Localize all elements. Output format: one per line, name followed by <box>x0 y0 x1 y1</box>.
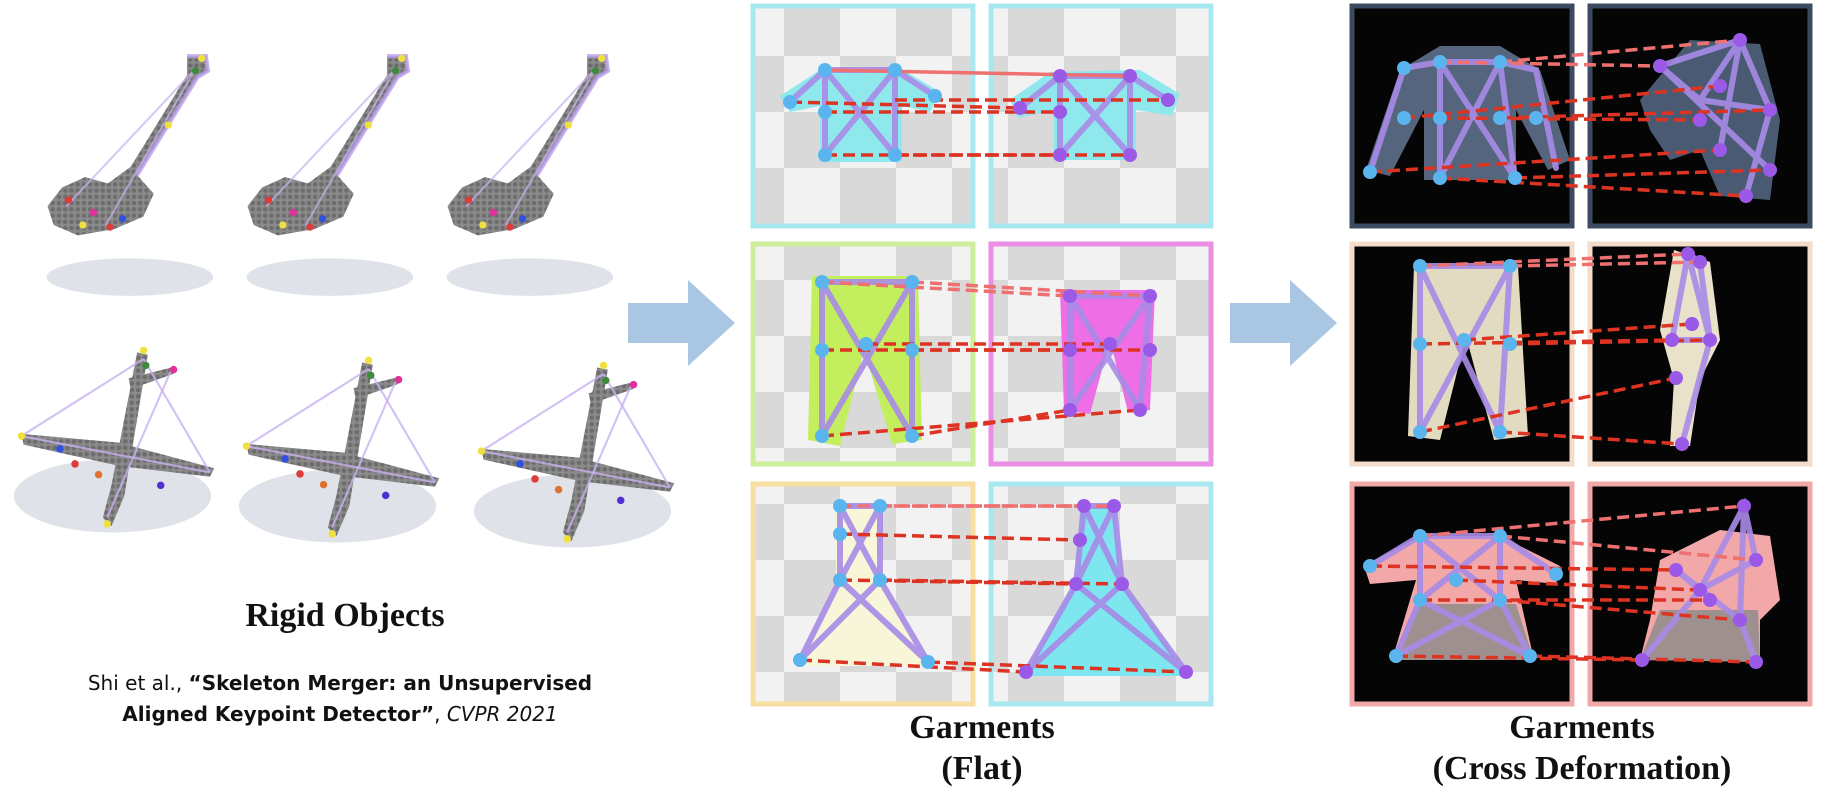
cross-title-line1: Garments <box>1509 709 1655 746</box>
citation-separator: , <box>434 702 447 726</box>
airplane-point-cloud-3 <box>472 360 676 549</box>
rigid-objects-panel <box>12 55 676 549</box>
citation-venue: CVPR 2021 <box>446 702 558 726</box>
cross-deformation-panel <box>1349 3 1813 707</box>
flat-garments-panel <box>750 3 1214 707</box>
cross-title-line2: (Cross Deformation) <box>1432 749 1732 787</box>
flat-garments-title: Garments (Flat) <box>832 708 1132 790</box>
airplane-point-cloud-1 <box>12 345 216 534</box>
guitar-point-cloud-1 <box>46 55 213 296</box>
arrow-right-icon-1 <box>628 280 735 366</box>
citation: Shi et al., “Skeleton Merger: an Unsuper… <box>60 668 620 730</box>
guitar-point-cloud-2 <box>246 55 413 296</box>
citation-paper-title: “Skeleton Merger: an Unsupervised Aligne… <box>122 671 593 726</box>
flat-title-line1: Garments <box>909 709 1055 746</box>
citation-authors: Shi et al., <box>87 671 189 695</box>
arrow-right-icon-2 <box>1230 280 1337 366</box>
cross-garments-title: Garments (Cross Deformation) <box>1372 708 1792 790</box>
flat-title-line2: (Flat) <box>941 749 1023 787</box>
rigid-objects-title: Rigid Objects <box>245 597 445 634</box>
guitar-point-cloud-3 <box>446 55 613 296</box>
airplane-point-cloud-2 <box>237 355 441 544</box>
